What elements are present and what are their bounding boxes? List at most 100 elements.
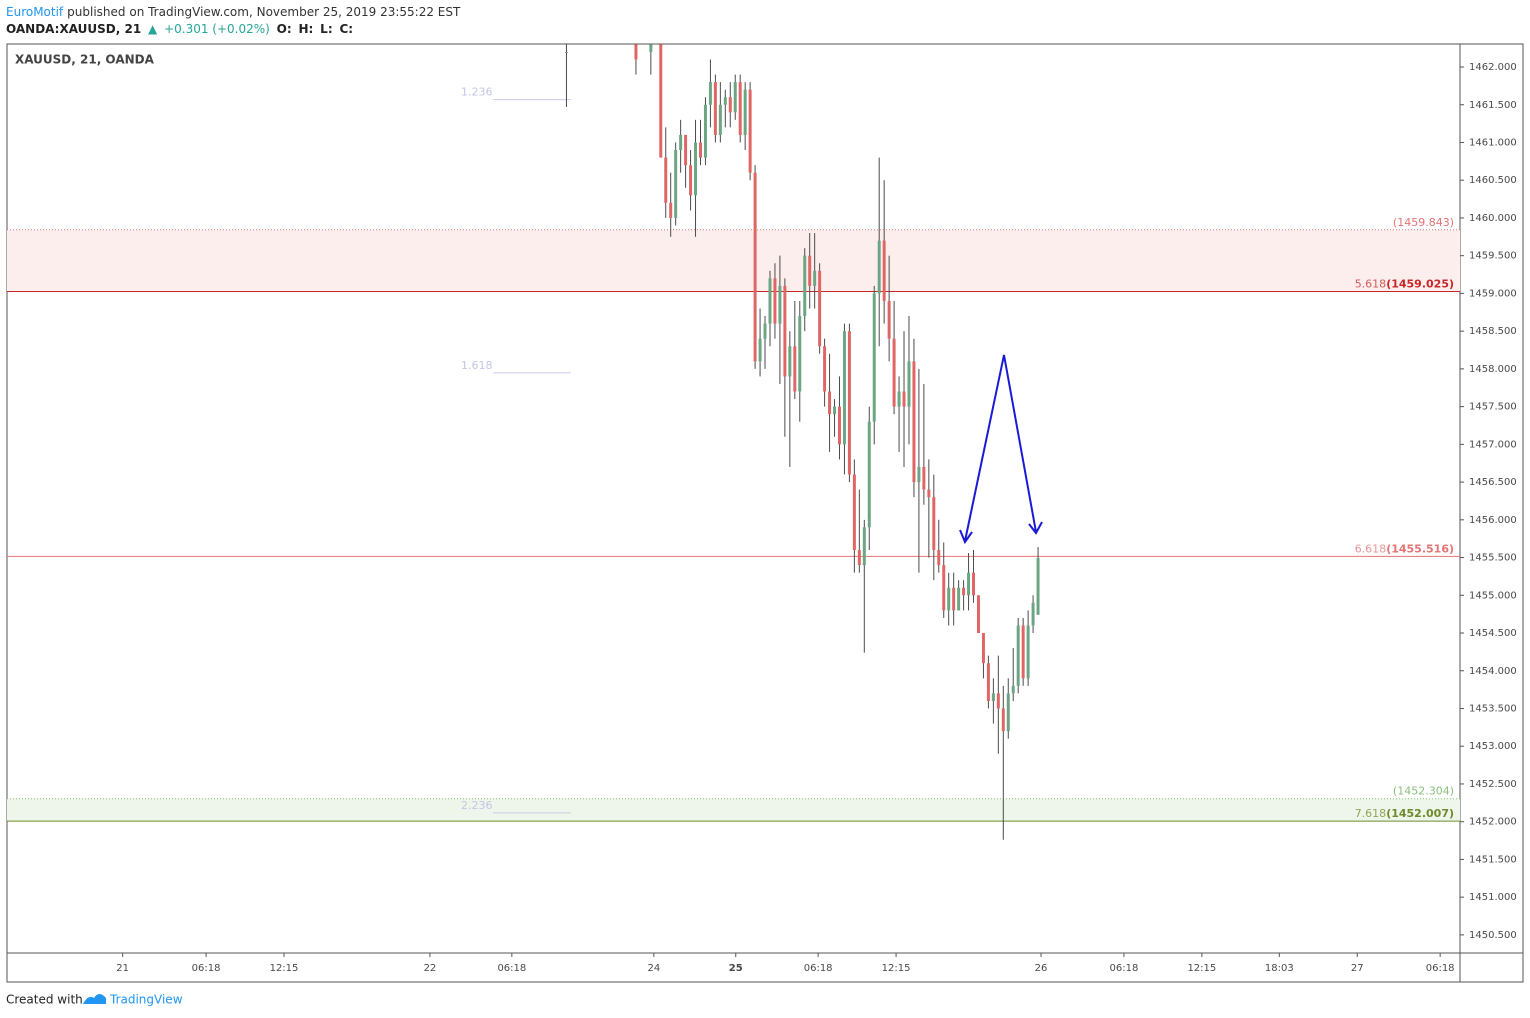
candle-body (649, 44, 653, 52)
candle-body (813, 270, 817, 286)
arrow-path (964, 354, 1037, 542)
y-tick-label: 1455.500 (1469, 553, 1517, 564)
published: published on TradingView.com, November 2… (67, 5, 461, 19)
y-tick-label: 1461.500 (1469, 100, 1517, 111)
level-ratio: 5.618 (1355, 278, 1387, 291)
candle-body (892, 338, 896, 407)
candle-body (708, 82, 712, 105)
logo-icon (83, 994, 106, 1004)
candle-body (986, 663, 990, 701)
candle-body (818, 270, 822, 347)
candle-body (867, 421, 871, 528)
y-tick-label: 1452.500 (1469, 779, 1517, 790)
candle-body (703, 104, 707, 158)
level-ratio: 6.618 (1355, 542, 1387, 555)
axes: 1450.500 1451.000 1451.500 1452.000 1452.500… (116, 62, 1516, 974)
zone (7, 229, 1460, 292)
y-tick-label: 1454.500 (1469, 628, 1517, 639)
x-tick-label: 06:18 (192, 963, 221, 974)
candle-body (694, 142, 698, 196)
x-tick-label: 21 (116, 963, 129, 974)
candle-body (748, 89, 752, 173)
candle-body (962, 587, 966, 596)
zones (7, 229, 1460, 822)
x-tick-label: 06:18 (1426, 963, 1455, 974)
candle-body (1001, 708, 1005, 732)
candle-body (991, 693, 995, 701)
candle-body (728, 97, 732, 113)
candle-body (674, 150, 678, 218)
tradingview-logo[interactable]: TradingView (83, 993, 183, 1007)
ticker-line: OANDA:XAUUSD, 21 ▲ +0.301 (+0.02%) O: H:… (6, 22, 353, 36)
change-arrow: ▲ (148, 22, 158, 36)
candle-body (758, 338, 762, 362)
author[interactable]: EuroMotif (6, 5, 64, 19)
high-label: H: (299, 22, 314, 36)
y-tick-label: 1451.000 (1469, 892, 1517, 903)
candle-body (738, 82, 742, 135)
y-tick-label: 1451.500 (1469, 854, 1517, 865)
change: +0.301 (+0.02%) (164, 22, 270, 36)
candle-body (912, 361, 916, 483)
candle-body (634, 44, 638, 60)
candle-body (669, 202, 673, 218)
candle-body (1021, 625, 1025, 679)
level-label: 7.618(1452.007) (1355, 807, 1454, 820)
candle-body (842, 331, 846, 445)
y-tick-label: 1457.500 (1469, 402, 1517, 413)
candle-body (793, 346, 797, 392)
y-tick-label: 1453.500 (1469, 703, 1517, 714)
arrow-head (959, 529, 973, 545)
level-label: 5.618(1459.025) (1355, 278, 1454, 291)
candle-body (837, 406, 841, 445)
candle-body (897, 391, 901, 407)
candle-body (872, 293, 876, 422)
x-tick-label: 06:18 (1110, 963, 1139, 974)
candle-body (803, 255, 807, 317)
y-tick-label: 1456.000 (1469, 515, 1517, 526)
footer-brand[interactable]: TradingView (109, 993, 183, 1007)
candles (564, 44, 1040, 840)
candle-body (917, 466, 921, 483)
candle-body (907, 361, 911, 407)
x-tick-label: 12:15 (882, 963, 911, 974)
y-tick-label: 1456.500 (1469, 477, 1517, 488)
candle-body (1011, 685, 1015, 694)
candle-body (922, 466, 926, 490)
candle-body (932, 497, 936, 551)
y-tick-label: 1460.500 (1469, 175, 1517, 186)
candle-body (1016, 625, 1020, 686)
level-price: (1452.304) (1393, 785, 1454, 798)
arrow-head (1028, 521, 1043, 535)
candle-body (937, 550, 941, 566)
y-tick-label: 1453.000 (1469, 741, 1517, 752)
zone (7, 798, 1460, 822)
candle-body (689, 165, 693, 196)
level-price: (1459.843) (1393, 216, 1454, 229)
y-tick-label: 1461.000 (1469, 137, 1517, 148)
y-tick-label: 1454.000 (1469, 666, 1517, 677)
candle-body (788, 346, 792, 377)
y-tick-label: 1460.000 (1469, 213, 1517, 224)
candle-body (659, 44, 663, 158)
y-tick-label: 1459.500 (1469, 251, 1517, 262)
y-tick-label: 1458.500 (1469, 326, 1517, 337)
candle-body (957, 587, 961, 611)
candle-body (718, 104, 722, 135)
candle-body (733, 82, 737, 113)
candle-body (981, 633, 985, 664)
candle-body (763, 323, 767, 339)
candle-body (882, 240, 886, 301)
candle-body (1036, 558, 1040, 615)
x-tick-label: 12:15 (270, 963, 299, 974)
footer-text: Created with (6, 993, 83, 1007)
y-tick-label: 1458.000 (1469, 364, 1517, 375)
x-tick-label: 06:18 (804, 963, 833, 974)
candle-body (773, 278, 777, 324)
y-tick-label: 1450.500 (1469, 930, 1517, 941)
candle-body (1026, 625, 1030, 679)
chart-frame (6, 43, 1524, 983)
levels: (1459.843) 5.618(1459.025) 6.618(1455.516)… (7, 86, 1460, 822)
x-tick-label: 26 (1035, 963, 1048, 974)
level-ratio: 7.618 (1355, 807, 1387, 820)
